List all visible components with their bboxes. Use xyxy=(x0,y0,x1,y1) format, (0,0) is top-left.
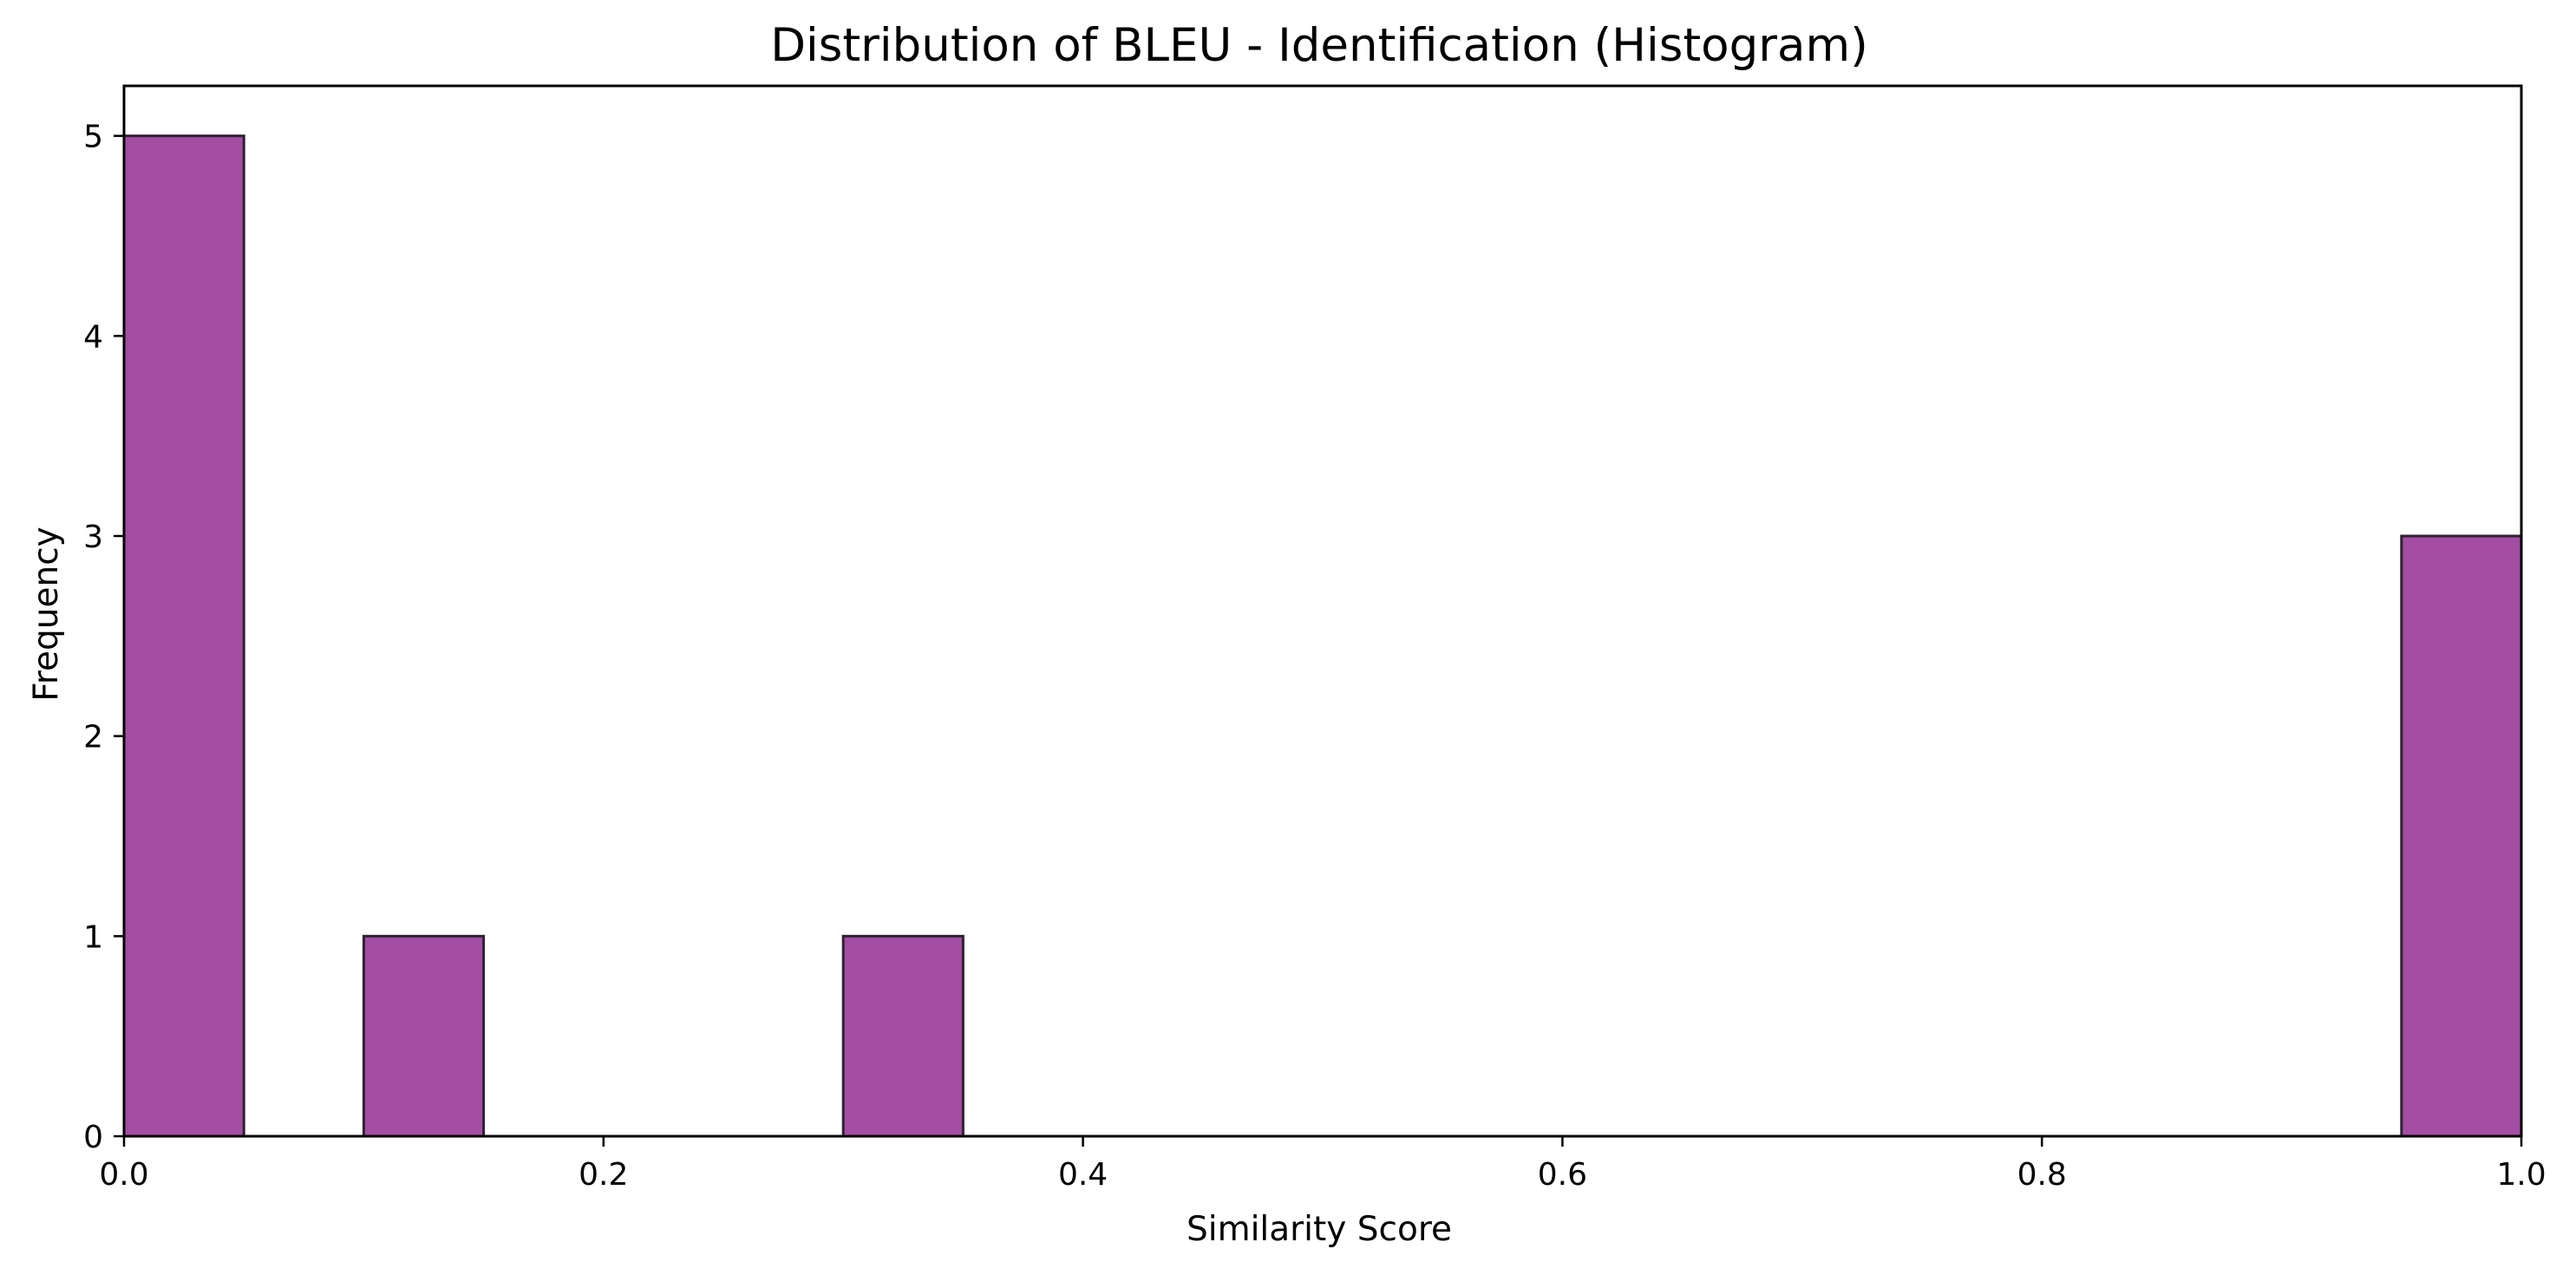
y-tick-label-4: 4 xyxy=(83,319,103,355)
y-axis-label: Frequency xyxy=(27,526,66,701)
x-tick-label-0: 0.0 xyxy=(99,1157,148,1193)
x-tick-label-2: 0.4 xyxy=(1058,1157,1108,1193)
y-tick-label-5: 5 xyxy=(83,120,103,155)
x-tick-label-5: 1.0 xyxy=(2496,1157,2546,1193)
plot-frame xyxy=(122,84,2523,1138)
x-tick-label-1: 0.2 xyxy=(579,1157,628,1193)
chart-title: Distribution of BLEU - Identification (H… xyxy=(770,19,1868,72)
histogram-bar-2 xyxy=(841,934,964,1138)
y-tick-label-0: 0 xyxy=(83,1120,103,1155)
y-tick-label-3: 3 xyxy=(83,520,103,555)
bars-layer xyxy=(122,134,2523,1138)
histogram-bar-1 xyxy=(362,934,486,1138)
x-axis-label: Similarity Score xyxy=(1187,1210,1452,1249)
x-tick-label-3: 0.6 xyxy=(1538,1157,1587,1193)
histogram-bar-0 xyxy=(122,134,245,1138)
y-tick-label-1: 1 xyxy=(83,919,103,955)
y-tick-label-2: 2 xyxy=(83,720,103,755)
x-tick-label-4: 0.8 xyxy=(2017,1157,2067,1193)
ticks-layer: 0.0 0.2 0.4 0.6 0.8 1.0 0 1 2 3 4 5 xyxy=(83,120,2547,1193)
histogram-bar-3 xyxy=(2400,534,2523,1138)
